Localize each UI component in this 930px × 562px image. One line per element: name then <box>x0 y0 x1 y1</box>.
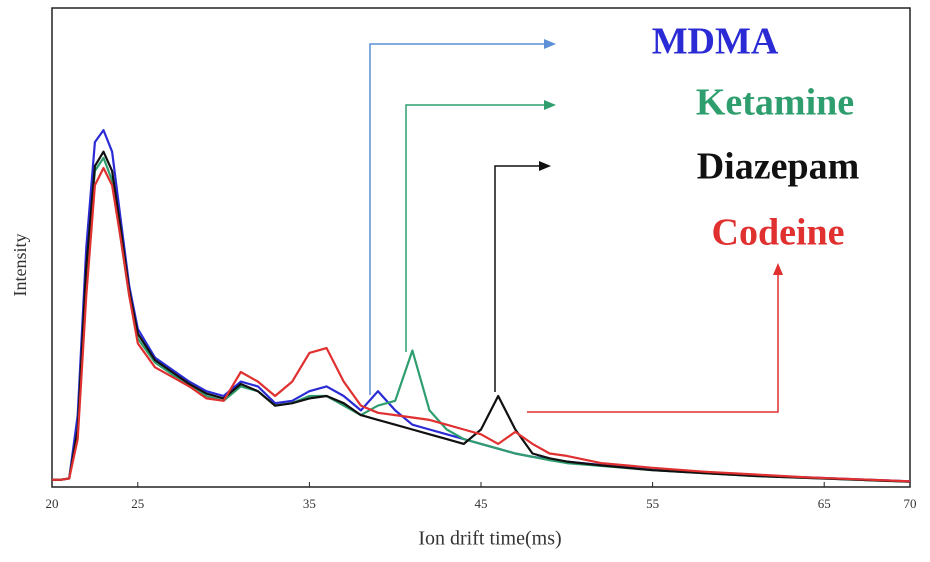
x-tick-label: 65 <box>818 496 831 511</box>
arrow <box>527 272 779 413</box>
x-tick-label: 55 <box>646 496 659 511</box>
legend-label: Codeine <box>712 212 845 254</box>
series-line <box>52 150 911 483</box>
arrow <box>405 104 548 352</box>
x-tick-label: 25 <box>131 496 144 511</box>
series-line <box>52 166 911 483</box>
legend-label: Ketamine <box>696 82 854 124</box>
x-tick-label: 35 <box>303 496 316 511</box>
legend-label: MDMA <box>652 21 779 63</box>
arrow-head <box>773 263 783 275</box>
arrow-head <box>544 100 556 110</box>
legend-label: Diazepam <box>697 146 860 188</box>
arrow <box>494 165 543 392</box>
arrow-head <box>544 39 556 49</box>
x-tick-label: 70 <box>904 496 917 511</box>
annotation-arrows <box>369 39 783 413</box>
arrow-head <box>539 161 551 171</box>
arrow <box>369 43 548 395</box>
series-line <box>52 156 911 483</box>
y-axis-label: Intensity <box>10 234 30 297</box>
x-tick-label: 20 <box>46 496 59 511</box>
x-tick-label: 45 <box>475 496 488 511</box>
x-axis-label: Ion drift time(ms) <box>418 528 561 550</box>
